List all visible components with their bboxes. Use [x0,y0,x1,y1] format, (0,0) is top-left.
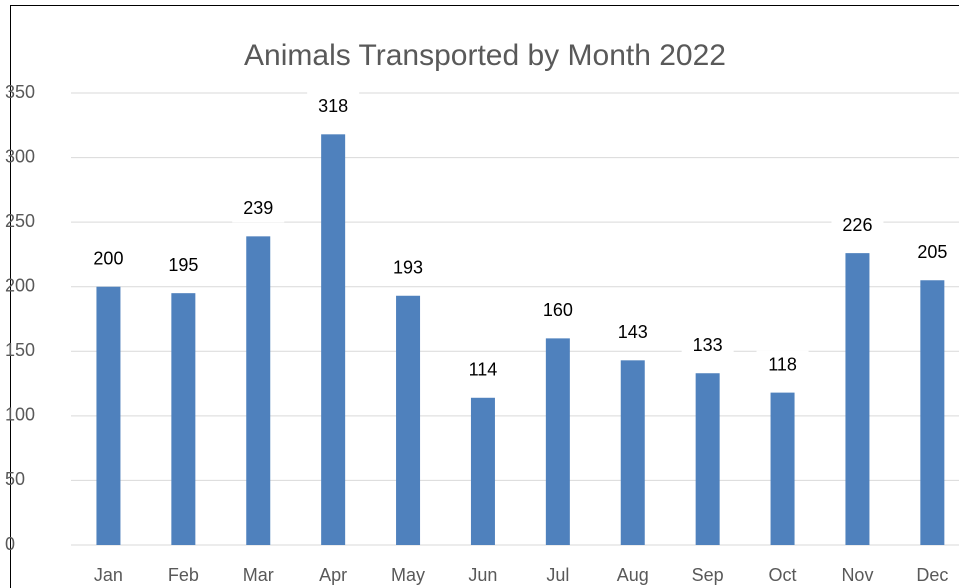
data-label-background [531,296,584,325]
data-label: 143 [618,322,648,342]
data-label-background [382,253,435,282]
bar [920,280,945,545]
data-label-background [456,355,509,384]
data-label: 193 [393,258,423,278]
chart-border [10,5,959,588]
y-tick-label: 150 [5,340,35,360]
data-label-background [307,92,360,121]
data-label: 239 [243,198,273,218]
chart-title: Animals Transported by Month 2022 [244,39,726,72]
bar [321,134,346,545]
data-label-background [157,251,210,280]
x-tick-label: Dec [916,565,948,585]
bar [845,253,870,545]
bar [620,360,645,545]
data-label: 133 [693,335,723,355]
data-label-background [681,331,734,360]
y-tick-label: 350 [5,82,35,102]
data-label: 114 [469,360,498,380]
y-tick-label: 250 [5,211,35,231]
x-tick-label: Apr [319,565,347,585]
data-label-background [606,318,659,347]
x-tick-label: Aug [617,565,649,585]
bar [770,392,795,545]
bar [545,338,570,545]
data-label: 118 [768,354,797,374]
y-tick-label: 100 [5,405,35,425]
data-label: 205 [917,242,947,262]
y-tick-label: 50 [5,469,25,489]
data-label: 200 [93,248,123,268]
data-label: 318 [318,96,348,116]
x-tick-label: Mar [243,565,274,585]
bar [396,295,421,545]
data-label-background [756,350,809,379]
data-label: 195 [168,255,198,275]
data-label: 226 [842,215,872,235]
x-tick-label: Jun [468,565,497,585]
bar [171,293,196,545]
x-tick-label: Jul [546,565,569,585]
bar [695,373,720,545]
y-tick-label: 200 [5,275,35,295]
y-tick-label: 300 [5,146,35,166]
y-tick-label: 0 [5,534,15,554]
x-tick-label: Sep [692,565,724,585]
x-tick-label: May [391,565,425,585]
x-tick-label: Feb [168,565,199,585]
data-label-background [906,238,959,267]
x-tick-label: Nov [841,565,873,585]
bar [96,286,121,545]
bar [246,236,271,545]
data-label: 160 [543,300,573,320]
bar [470,397,495,545]
x-tick-label: Oct [769,565,797,585]
data-label-background [831,211,884,240]
data-label-background [82,244,135,273]
data-label-background [232,194,285,223]
x-tick-label: Jan [94,565,123,585]
